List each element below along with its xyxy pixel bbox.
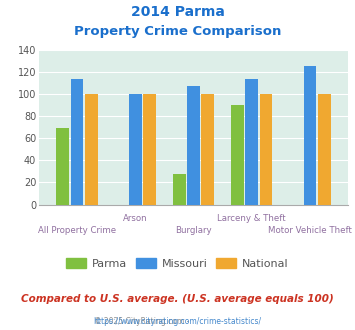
Text: © 2025 CityRating.com -: © 2025 CityRating.com -	[94, 317, 192, 326]
Text: https://www.cityrating.com/crime-statistics/: https://www.cityrating.com/crime-statist…	[93, 317, 262, 326]
Bar	[143, 94, 156, 205]
Bar	[187, 86, 200, 205]
Bar	[201, 94, 214, 205]
Text: Compared to U.S. average. (U.S. average equals 100): Compared to U.S. average. (U.S. average …	[21, 294, 334, 304]
Bar	[245, 80, 258, 205]
Text: Larceny & Theft: Larceny & Theft	[217, 214, 286, 223]
Bar	[129, 94, 142, 205]
Bar	[71, 80, 83, 205]
Bar	[173, 174, 186, 205]
Text: All Property Crime: All Property Crime	[38, 226, 116, 235]
Text: 2014 Parma: 2014 Parma	[131, 5, 224, 19]
Text: Burglary: Burglary	[175, 226, 212, 235]
Text: Arson: Arson	[123, 214, 148, 223]
Text: Property Crime Comparison: Property Crime Comparison	[74, 25, 281, 38]
Bar	[231, 105, 244, 205]
Bar	[318, 94, 331, 205]
Bar	[260, 94, 272, 205]
Text: Motor Vehicle Theft: Motor Vehicle Theft	[268, 226, 352, 235]
Legend: Parma, Missouri, National: Parma, Missouri, National	[62, 254, 293, 273]
Bar	[304, 66, 316, 205]
Bar	[56, 128, 69, 205]
Bar	[85, 94, 98, 205]
